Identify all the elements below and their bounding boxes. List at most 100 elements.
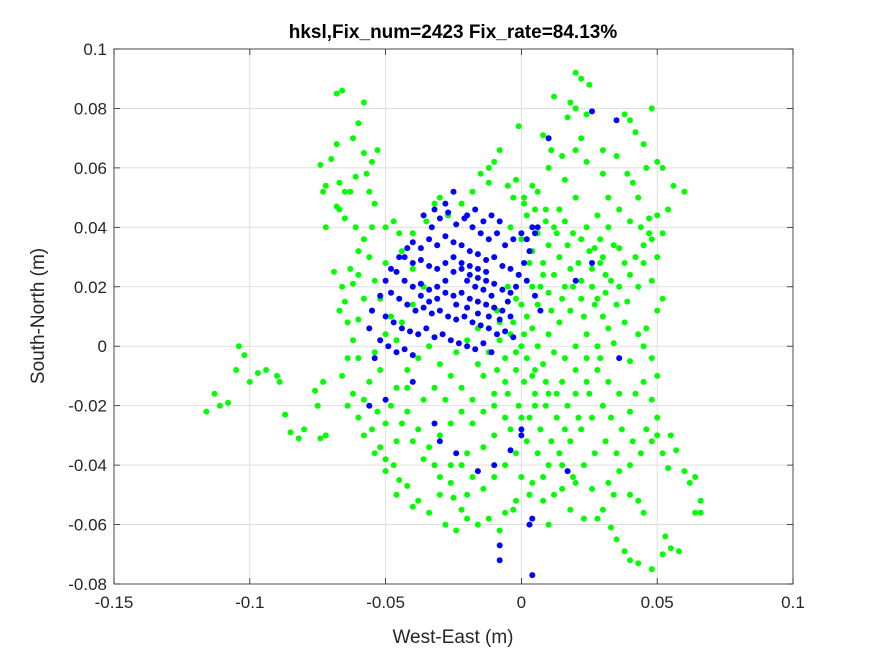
data-point xyxy=(322,432,329,439)
data-point xyxy=(627,271,633,278)
plot-area xyxy=(114,49,793,584)
data-point xyxy=(450,239,457,246)
data-point xyxy=(436,474,443,480)
data-point xyxy=(464,337,471,344)
data-point xyxy=(491,402,498,409)
data-point xyxy=(627,408,633,415)
data-point xyxy=(423,218,430,225)
x-tick-label: -0.1 xyxy=(235,593,264,612)
data-point xyxy=(667,432,674,439)
data-point xyxy=(393,438,400,445)
data-point xyxy=(627,117,633,124)
data-point xyxy=(580,462,587,469)
data-point xyxy=(339,283,346,290)
data-point xyxy=(404,482,411,489)
data-point xyxy=(350,280,356,287)
data-point xyxy=(635,194,642,201)
data-point xyxy=(559,378,566,385)
data-point xyxy=(697,497,704,504)
data-point xyxy=(510,236,517,243)
data-point xyxy=(458,289,465,296)
data-point xyxy=(480,286,487,293)
data-point xyxy=(496,542,503,549)
data-point xyxy=(480,372,487,379)
data-point xyxy=(635,283,642,290)
data-point xyxy=(692,474,699,480)
data-point xyxy=(523,313,530,320)
data-point xyxy=(529,325,536,332)
data-point xyxy=(339,87,346,94)
data-point xyxy=(398,325,405,332)
data-point xyxy=(681,188,688,195)
data-point xyxy=(532,292,538,299)
data-point xyxy=(567,307,574,314)
data-point xyxy=(420,212,427,219)
data-point xyxy=(276,378,283,385)
data-point xyxy=(355,271,362,278)
data-point xyxy=(556,319,563,326)
data-point xyxy=(442,277,449,284)
x-tick-label: -0.15 xyxy=(95,593,134,612)
data-point xyxy=(434,242,441,249)
data-point xyxy=(491,432,498,439)
data-point xyxy=(529,224,536,231)
data-point xyxy=(542,206,549,213)
data-point xyxy=(360,295,367,302)
y-tick-label: 0.08 xyxy=(74,99,107,118)
data-point xyxy=(396,295,403,302)
data-point xyxy=(665,206,672,213)
data-point xyxy=(532,390,538,397)
data-point xyxy=(599,254,606,261)
data-point xyxy=(561,426,568,433)
data-point xyxy=(545,390,552,397)
data-point xyxy=(409,503,416,510)
data-point xyxy=(404,384,411,391)
data-point xyxy=(632,390,639,397)
data-point xyxy=(458,260,465,266)
data-point xyxy=(453,301,460,308)
y-axis-label: South-North (m) xyxy=(28,248,49,384)
data-point xyxy=(480,218,487,225)
data-point xyxy=(339,372,346,379)
data-point xyxy=(559,153,566,159)
data-point xyxy=(355,120,362,127)
data-point xyxy=(436,194,443,201)
data-point xyxy=(355,355,362,362)
data-point xyxy=(377,337,384,344)
data-point xyxy=(599,506,606,513)
data-point xyxy=(477,230,484,237)
data-point xyxy=(344,319,351,326)
data-point xyxy=(401,254,408,261)
data-point xyxy=(564,468,571,475)
data-point xyxy=(382,224,389,231)
data-point xyxy=(469,420,476,427)
data-point xyxy=(510,194,517,201)
data-point xyxy=(442,200,449,207)
data-point xyxy=(393,491,400,498)
data-point xyxy=(341,298,348,305)
data-point xyxy=(635,560,642,567)
data-point xyxy=(453,316,460,323)
data-point xyxy=(390,319,397,326)
data-point xyxy=(599,313,606,320)
data-point xyxy=(426,263,433,269)
data-point xyxy=(371,450,378,457)
data-point xyxy=(673,447,680,454)
data-point xyxy=(572,105,579,112)
data-point xyxy=(583,224,590,231)
data-point xyxy=(518,301,525,308)
data-point xyxy=(369,426,375,433)
data-point xyxy=(382,420,389,427)
data-point xyxy=(665,465,672,472)
data-point xyxy=(526,248,533,255)
data-point xyxy=(483,277,490,284)
data-point xyxy=(442,289,449,296)
data-point xyxy=(314,402,321,409)
data-point xyxy=(605,224,612,231)
data-point xyxy=(499,263,506,269)
data-point xyxy=(485,164,492,171)
data-point xyxy=(431,206,438,213)
data-point xyxy=(458,408,465,415)
data-point xyxy=(589,108,595,115)
data-point xyxy=(545,135,552,142)
